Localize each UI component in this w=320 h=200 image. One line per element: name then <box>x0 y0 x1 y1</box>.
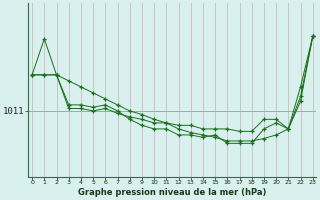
X-axis label: Graphe pression niveau de la mer (hPa): Graphe pression niveau de la mer (hPa) <box>78 188 267 197</box>
